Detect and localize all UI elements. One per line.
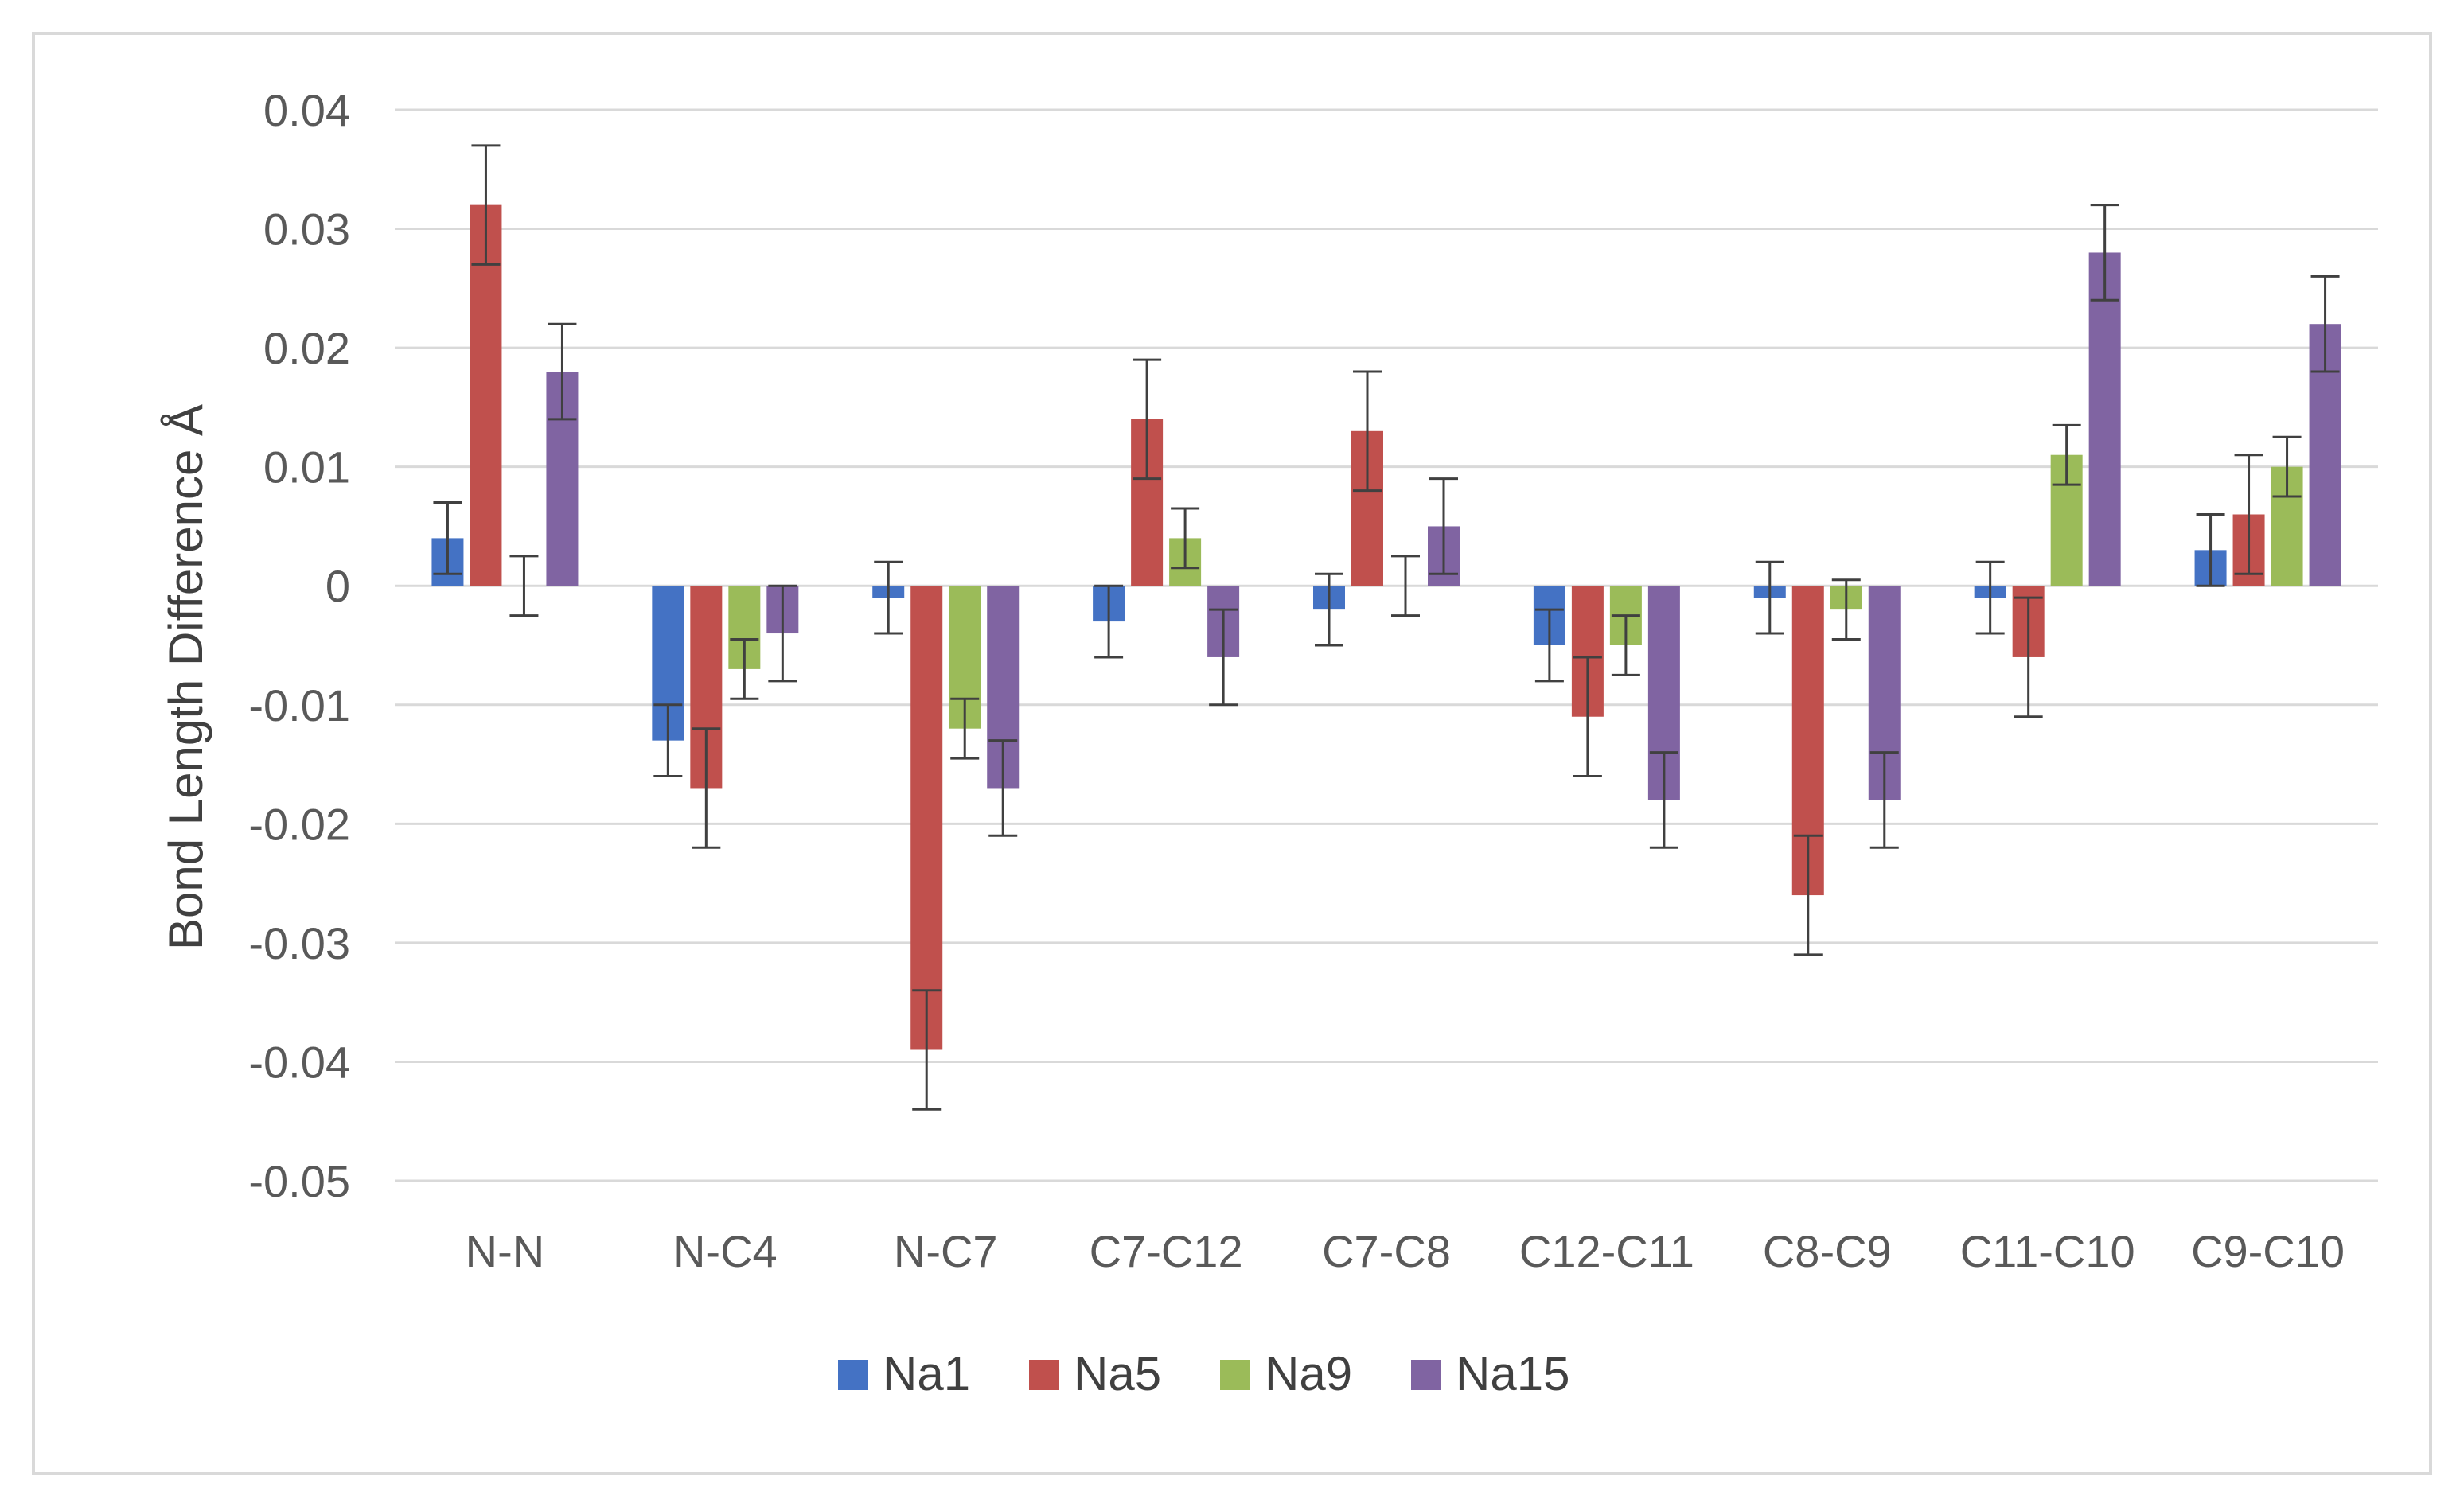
legend-swatch: [1411, 1360, 1441, 1390]
error-bar-na9-c8-c9: [1831, 578, 1861, 641]
x-tick-label: N-N: [466, 1226, 545, 1276]
error-bar-na5-c8-c9: [1793, 834, 1823, 956]
error-bar-na1-c7-c8: [1315, 572, 1343, 647]
error-bar-na15-n-c7: [988, 739, 1018, 837]
error-bar-na1-c11-c10: [1975, 560, 2005, 635]
error-bar-na1-n-c4: [653, 703, 683, 778]
y-tick-label: 0.03: [263, 204, 350, 255]
error-bar-na15-c8-c9: [1869, 751, 1899, 849]
error-bar-na1-c9-c10: [2196, 512, 2225, 587]
error-bar-na5-n-c7: [912, 989, 942, 1111]
y-tick-label: 0.04: [263, 85, 350, 135]
error-bar-na5-n-n: [471, 144, 501, 266]
error-bar-na1-n-n: [433, 501, 462, 575]
error-bar-na9-c7-c12: [1171, 507, 1200, 570]
x-axis-ticks: N-N N-C4 N-C7 C7-C12 C7-C8 C12-C11 C8-C9 C11-C1…: [466, 1226, 2345, 1276]
bar-na5-n-c7: [910, 586, 943, 1050]
error-bar-na9-c11-c10: [2052, 423, 2081, 486]
y-tick-label: 0.02: [263, 323, 350, 373]
y-tick-label: -0.01: [248, 680, 350, 730]
legend-item-na1: Na1: [838, 1347, 970, 1400]
error-bar-na5-c9-c10: [2234, 454, 2263, 575]
legend-swatch: [1220, 1360, 1250, 1390]
error-bar-na5-c11-c10: [2014, 596, 2043, 718]
error-bar-na1-c7-c12: [1094, 584, 1124, 659]
x-tick-label: C12-C11: [1519, 1226, 1694, 1276]
error-bar-na15-c7-c8: [1429, 477, 1458, 575]
y-axis-title: Bond Length Difference Å: [159, 404, 212, 950]
error-bar-na15-c12-c11: [1649, 751, 1678, 849]
error-bar-na9-c12-c11: [1611, 614, 1640, 676]
chart-frame: 0.04 0.03 0.02 0.01 0 -0.01 -0.02 -0.03 -0.04 -0.…: [32, 32, 2432, 1475]
error-bars: [433, 144, 2340, 1111]
legend-swatch: [1029, 1360, 1059, 1390]
error-bar-na9-n-n: [509, 555, 539, 617]
legend-label: Na5: [1074, 1347, 1161, 1400]
legend-swatch: [838, 1360, 868, 1390]
error-bar-na9-c9-c10: [2272, 435, 2302, 498]
y-tick-label: 0: [326, 561, 350, 611]
error-bar-na5-n-c4: [692, 727, 721, 849]
error-bar-na15-c7-c12: [1209, 608, 1238, 707]
bar-na15-c11-c10: [2088, 252, 2121, 586]
legend-label: Na15: [1456, 1347, 1569, 1400]
error-bar-na9-n-c4: [730, 638, 759, 700]
bar-chart: 0.04 0.03 0.02 0.01 0 -0.01 -0.02 -0.03 -0.04 -0.…: [159, 85, 2378, 1400]
legend-item-na5: Na5: [1029, 1347, 1161, 1400]
error-bar-na9-c7-c8: [1391, 555, 1420, 617]
y-axis-ticks: 0.04 0.03 0.02 0.01 0 -0.01 -0.02 -0.03 -0.04 -0.…: [248, 85, 350, 1206]
error-bar-na15-n-c4: [768, 584, 797, 683]
y-tick-label: -0.03: [248, 918, 350, 968]
x-tick-label: N-C7: [894, 1226, 998, 1276]
error-bar-na1-n-c7: [874, 560, 903, 635]
legend-item-na15: Na15: [1411, 1347, 1569, 1400]
x-tick-label: C7-C8: [1322, 1226, 1451, 1276]
error-bar-na1-c12-c11: [1534, 608, 1564, 683]
error-bar-na1-c8-c9: [1755, 560, 1784, 635]
y-tick-label: -0.05: [248, 1156, 350, 1206]
y-tick-label: -0.04: [248, 1037, 350, 1087]
bars: [431, 204, 2341, 1050]
x-tick-label: C11-C10: [1960, 1226, 2135, 1276]
y-tick-label: 0.01: [263, 442, 350, 493]
error-bar-na5-c7-c8: [1353, 370, 1382, 493]
gridlines: [395, 108, 2378, 1182]
error-bar-na15-c9-c10: [2310, 275, 2340, 373]
error-bar-na15-n-n: [548, 322, 577, 421]
x-tick-label: C9-C10: [2191, 1226, 2345, 1276]
x-tick-label: C7-C12: [1090, 1226, 1243, 1276]
legend-label: Na1: [883, 1347, 970, 1400]
error-bar-na5-c12-c11: [1573, 656, 1602, 778]
error-bar-na5-c7-c12: [1133, 358, 1162, 481]
error-bar-na15-c11-c10: [2090, 204, 2119, 302]
legend-label: Na9: [1265, 1347, 1352, 1400]
x-tick-label: C8-C9: [1763, 1226, 1892, 1276]
legend-item-na9: Na9: [1220, 1347, 1352, 1400]
legend: Na1 Na5 Na9 Na15: [838, 1347, 1569, 1400]
bar-na5-n-n: [470, 204, 502, 586]
y-tick-label: -0.02: [248, 799, 350, 849]
x-tick-label: N-C4: [673, 1226, 778, 1276]
error-bar-na9-n-c7: [950, 697, 980, 760]
